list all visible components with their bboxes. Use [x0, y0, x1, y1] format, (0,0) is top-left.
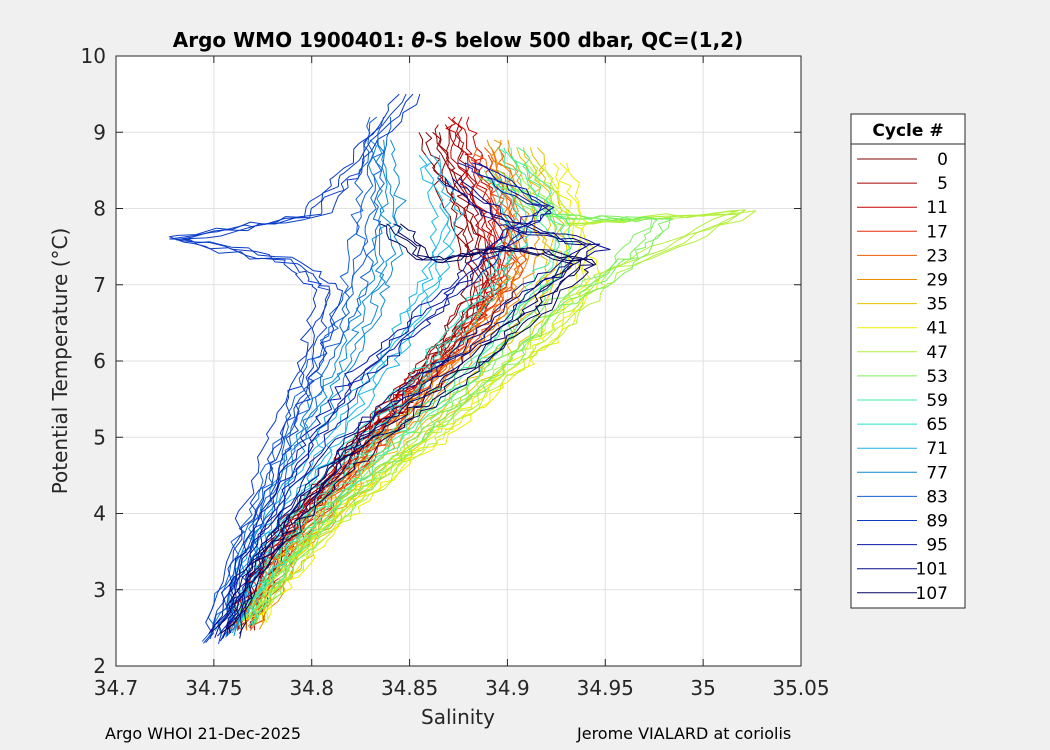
profile-line-cycle-95 [217, 162, 552, 637]
x-tick-label: 34.95 [577, 676, 634, 700]
x-tick-label: 34.7 [94, 676, 139, 700]
y-tick-label: 6 [93, 349, 106, 373]
profile-line-cycle-5 [237, 124, 496, 628]
legend-label-101: 101 [916, 560, 948, 580]
legend: Cycle # 0 5 11 17 23 29 35 41 47 53 59 65 71 77 83 89 95… [850, 113, 966, 609]
legend-label-53: 53 [926, 367, 948, 387]
legend-label-89: 89 [926, 512, 948, 532]
profile-line-cycle-59 [236, 147, 561, 625]
x-axis-label: Salinity [421, 705, 495, 729]
profile-line-cycle-53 [255, 169, 671, 624]
x-tick-label: 35.05 [772, 676, 829, 700]
y-tick-label: 9 [93, 120, 106, 144]
profile-line-cycle-77 [209, 139, 385, 637]
profile-line-cycle-59 [252, 147, 574, 627]
legend-label-41: 41 [926, 319, 948, 339]
profile-line-cycle-83 [209, 116, 378, 640]
profile-line-cycle-0 [228, 132, 469, 634]
profile-line-cycle-107 [239, 223, 597, 634]
profile-line-cycle-101 [208, 177, 587, 635]
profile-line-cycle-41 [265, 162, 601, 624]
legend-label-83: 83 [926, 487, 948, 507]
legend-title: Cycle # [872, 121, 943, 141]
y-tick-label: 8 [93, 197, 106, 221]
y-tick-label: 4 [93, 502, 106, 526]
y-tick-label: 3 [93, 578, 106, 602]
profile-line-cycle-83 [225, 116, 392, 637]
profile-line-cycle-89 [175, 93, 414, 645]
legend-label-23: 23 [926, 246, 948, 266]
y-tick-label: 7 [93, 273, 106, 297]
profile-line-cycle-101 [226, 177, 601, 634]
profile-line-cycle-0 [228, 131, 474, 635]
footer-left-text: Argo WHOI 21-Dec-2025 [105, 724, 302, 743]
profile-line-cycle-71 [236, 155, 464, 629]
profile-line-cycle-89 [181, 93, 421, 642]
chart-title: Argo WMO 1900401: θ-S below 500 dbar, QC… [173, 28, 743, 52]
legend-label-11: 11 [926, 198, 948, 218]
legend-label-0: 0 [937, 150, 948, 170]
profile-line-cycle-59 [228, 147, 556, 622]
legend-label-65: 65 [926, 415, 948, 435]
legend-label-107: 107 [916, 584, 948, 604]
legend-label-35: 35 [926, 295, 948, 315]
profile-line-cycle-47 [265, 162, 757, 620]
x-axis-ticks: 34.7 34.75 34.8 34.85 34.9 34.95 35 35.05 [94, 56, 830, 700]
y-axis-ticks: 2 3 4 5 6 7 8 9 10 [81, 44, 801, 678]
profile-line-cycle-53 [240, 170, 653, 623]
y-axis-label: Potential Temperature (°C) [48, 228, 72, 495]
profile-line-cycle-107 [211, 223, 574, 632]
x-tick-label: 34.8 [289, 676, 334, 700]
x-tick-label: 35 [690, 676, 715, 700]
legend-label-95: 95 [926, 536, 948, 556]
y-tick-label: 10 [81, 44, 106, 68]
profile-line-cycle-95 [226, 162, 555, 636]
profile-line-cycle-29 [241, 139, 529, 626]
legend-label-5: 5 [937, 174, 948, 194]
legend-label-59: 59 [926, 391, 948, 411]
x-tick-label: 34.85 [381, 676, 438, 700]
profile-line-cycle-71 [229, 154, 450, 633]
legend-label-17: 17 [926, 222, 948, 242]
profile-line-cycle-107 [227, 223, 595, 630]
profile-curves [168, 93, 757, 645]
footer-right-text: Jerome VIALARD at coriolis [577, 724, 792, 743]
x-tick-label: 34.75 [185, 676, 242, 700]
legend-label-71: 71 [926, 439, 948, 459]
y-tick-label: 5 [93, 425, 106, 449]
y-tick-label: 2 [93, 654, 106, 678]
x-tick-label: 34.9 [485, 676, 530, 700]
profile-line-cycle-95 [208, 162, 543, 634]
legend-entries: 0 5 11 17 23 29 35 41 47 53 59 65 71 77 83 89 95 101 107 [857, 150, 948, 604]
legend-label-29: 29 [926, 271, 948, 291]
legend-label-47: 47 [926, 343, 948, 363]
legend-box [850, 113, 966, 609]
profile-line-cycle-53 [255, 170, 674, 622]
profile-line-cycle-101 [239, 177, 611, 639]
legend-label-77: 77 [926, 463, 948, 483]
profile-line-cycle-89 [168, 93, 400, 644]
